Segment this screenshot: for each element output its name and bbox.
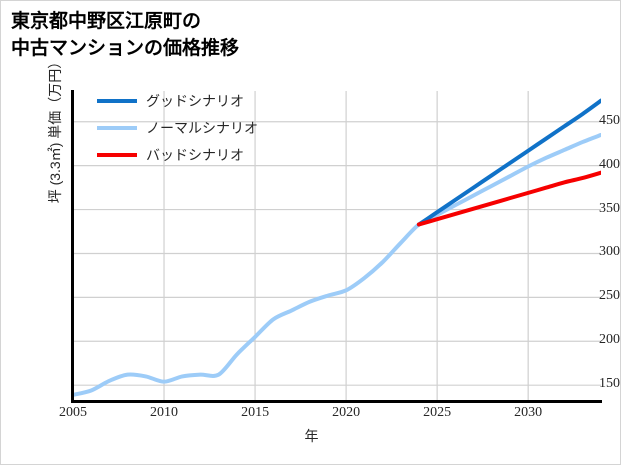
- legend-label: ノーマルシナリオ: [146, 120, 258, 136]
- x-axis-spine: [71, 400, 602, 403]
- chart-legend: グッドシナリオ ノーマルシナリオ バッドシナリオ: [97, 93, 258, 163]
- y-tick-label: 450: [599, 112, 620, 128]
- x-tick-label: 2010: [150, 405, 179, 420]
- series-line: [73, 135, 601, 395]
- legend-item[interactable]: バッドシナリオ: [97, 147, 258, 163]
- x-tick-label: 2025: [423, 405, 452, 420]
- legend-item[interactable]: グッドシナリオ: [97, 93, 258, 109]
- x-axis-label: 年: [304, 428, 319, 444]
- legend-item[interactable]: ノーマルシナリオ: [97, 120, 258, 136]
- x-tick-label: 2030: [514, 405, 543, 420]
- plot-svg: [73, 91, 601, 401]
- chart-title: 東京都中野区江原町の 中古マンションの価格推移: [11, 11, 240, 59]
- y-tick-label: 350: [599, 200, 620, 216]
- legend-label: グッドシナリオ: [146, 93, 244, 109]
- x-tick-label: 2020: [332, 405, 361, 420]
- y-axis-spine: [71, 90, 74, 402]
- horizontal-gridlines: [73, 121, 601, 386]
- legend-color-swatch: [97, 99, 137, 103]
- x-tick-label: 2005: [59, 405, 87, 420]
- y-axis-label: 坪 (3.3㎡) 単価（万円）: [47, 54, 63, 204]
- series-line: [419, 173, 601, 225]
- series-lines: [73, 101, 601, 395]
- plot-area: [73, 91, 601, 401]
- y-tick-label: 300: [599, 244, 620, 260]
- y-tick-label: 250: [599, 288, 620, 304]
- y-tick-label: 400: [599, 156, 620, 172]
- y-tick-label: 200: [599, 332, 620, 348]
- vertical-gridlines: [73, 91, 529, 401]
- legend-label: バッドシナリオ: [146, 147, 244, 163]
- legend-color-swatch: [97, 153, 137, 157]
- series-line: [419, 101, 601, 225]
- y-tick-label: 150: [599, 376, 620, 392]
- legend-color-swatch: [97, 126, 137, 130]
- x-tick-label: 2015: [241, 405, 270, 420]
